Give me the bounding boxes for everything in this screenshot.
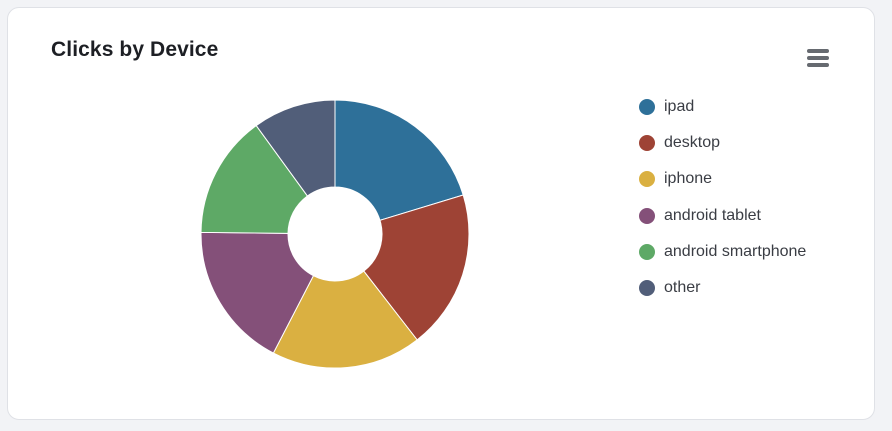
slice-ipad[interactable]	[334, 99, 464, 221]
legend-label: ipad	[664, 98, 695, 115]
hamburger-menu-icon[interactable]	[803, 46, 833, 72]
legend-label: android smartphone	[664, 242, 807, 260]
legend-dot-icon	[639, 135, 655, 152]
legend-dot-icon	[639, 171, 655, 188]
slice-desktop[interactable]	[363, 194, 470, 341]
legend-label: desktop	[664, 134, 721, 152]
menu-bar-middle	[807, 56, 829, 60]
menu-bar-bottom	[807, 63, 829, 67]
legend-dot-icon	[639, 207, 655, 224]
donut-slices	[200, 99, 470, 369]
legend-dot-icon	[639, 99, 655, 115]
chart-title: Clicks by Device	[51, 38, 219, 61]
slice-iphone[interactable]	[272, 270, 418, 369]
menu-bar-top	[807, 49, 829, 53]
legend-dot-icon	[639, 279, 655, 296]
slice-other[interactable]	[255, 99, 336, 197]
legend-dot-icon	[639, 243, 655, 260]
legend-label: android tablet	[664, 206, 761, 224]
legend-label: iphone	[664, 170, 713, 188]
legend-label: other	[664, 278, 701, 296]
slice-android-smartphone[interactable]	[200, 124, 309, 234]
slice-android-tablet[interactable]	[200, 231, 315, 354]
